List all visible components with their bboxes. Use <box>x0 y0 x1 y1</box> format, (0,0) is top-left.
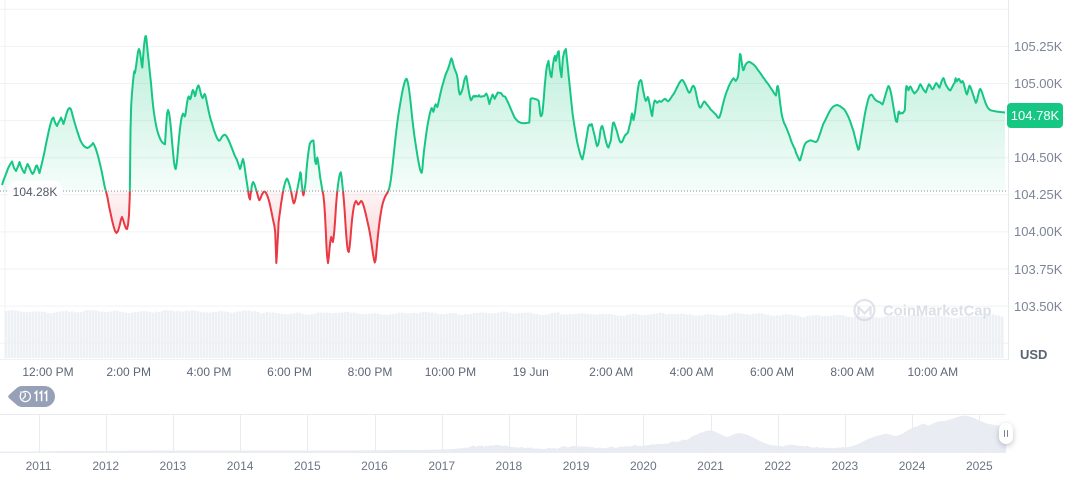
svg-text:CoinMarketCap: CoinMarketCap <box>883 304 992 320</box>
